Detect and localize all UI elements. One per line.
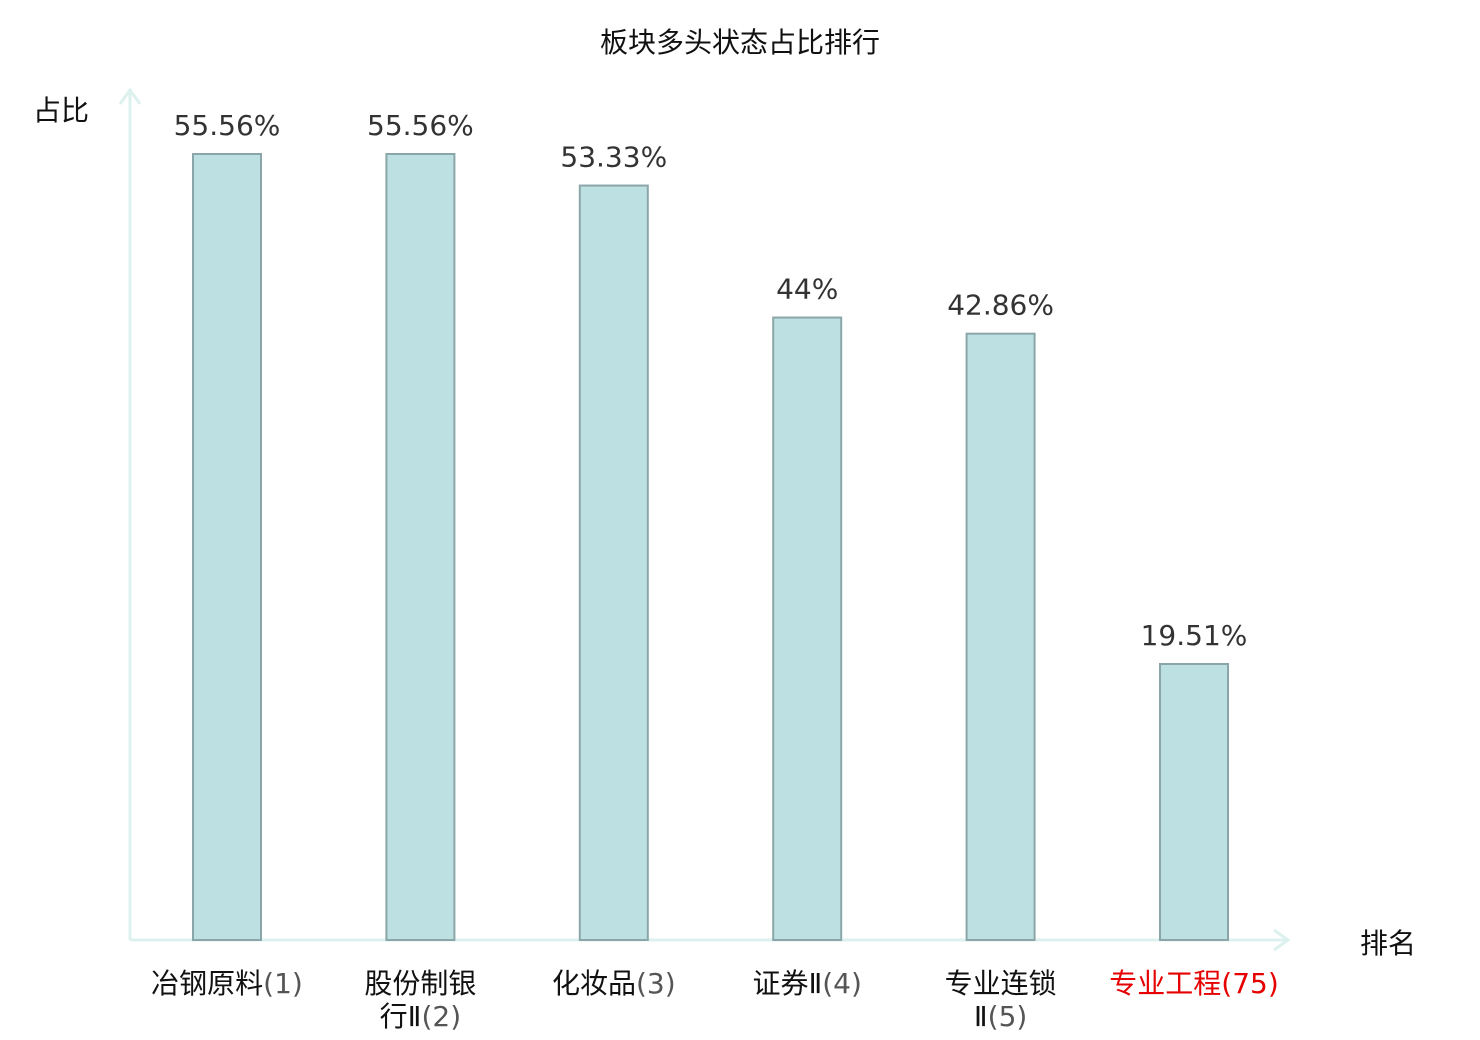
bar-value-label: 53.33% [560, 141, 667, 174]
bar-value-label: 55.56% [367, 109, 474, 142]
category-tick-label: 冶钢原料(1) [151, 967, 303, 1000]
bar [385, 153, 456, 941]
bar-value-label: 19.51% [1141, 619, 1248, 652]
y-axis-label: 占比 [33, 94, 89, 127]
category-tick-label: 行Ⅱ(2) [380, 1000, 461, 1033]
bar-value-label: 55.56% [174, 109, 281, 142]
category-tick-label: 化妆品(3) [552, 967, 676, 1000]
y-axis-arrow [118, 87, 142, 105]
chart-title: 板块多头状态占比排行 [600, 26, 880, 59]
category-tick-label: 证券Ⅱ(4) [752, 967, 861, 1000]
category-tick-label: 专业连锁 [945, 967, 1057, 1000]
x-axis-label: 排名 [1360, 927, 1416, 960]
bar-value-label: 44% [776, 273, 838, 306]
bar [772, 316, 843, 942]
bar [1159, 662, 1229, 942]
category-tick-label: 股份制银 [364, 967, 476, 1000]
bar [965, 332, 1036, 941]
bar [192, 153, 262, 941]
axes [118, 87, 1291, 952]
x-axis-arrow [1273, 928, 1291, 952]
bar [578, 184, 649, 941]
value-labels: 55.56% 55.56% 53.33% 44% 42.86% 19.51% [174, 109, 1248, 652]
bar-value-label: 42.86% [947, 289, 1054, 322]
bars [192, 153, 1229, 942]
category-tick-label: Ⅱ(5) [974, 1000, 1027, 1033]
category-tick-label: 专业工程(75) [1109, 967, 1279, 1000]
